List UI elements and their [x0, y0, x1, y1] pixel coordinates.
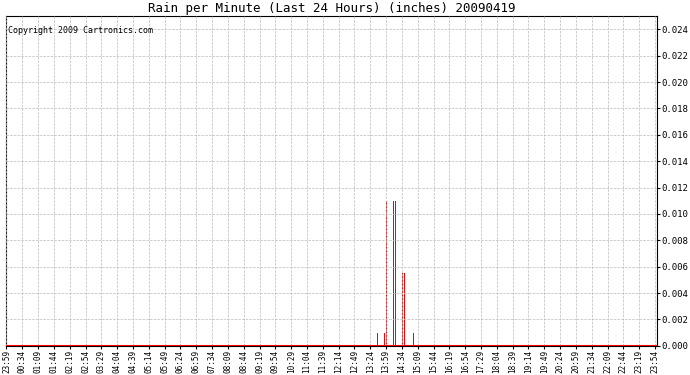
Title: Rain per Minute (Last 24 Hours) (inches) 20090419: Rain per Minute (Last 24 Hours) (inches)…	[148, 2, 515, 15]
Text: Copyright 2009 Cartronics.com: Copyright 2009 Cartronics.com	[8, 26, 152, 35]
